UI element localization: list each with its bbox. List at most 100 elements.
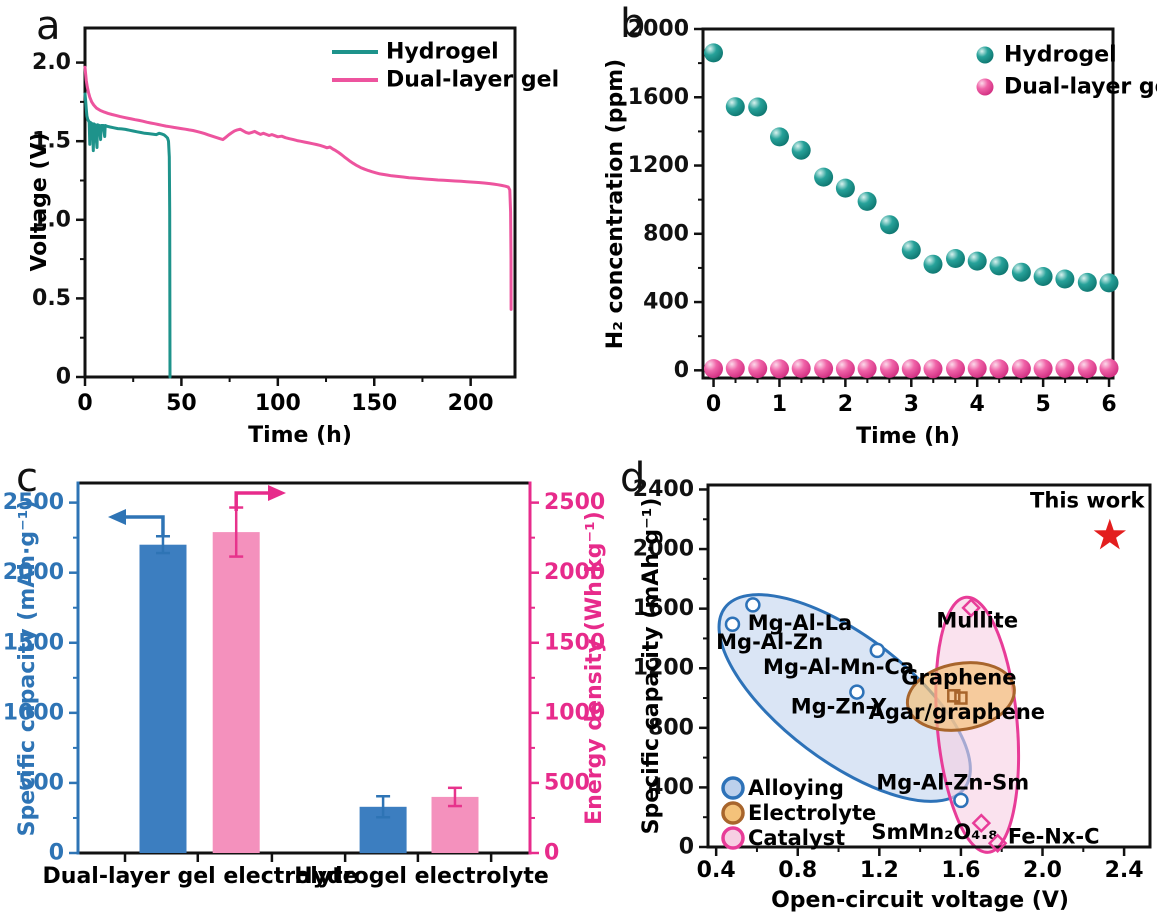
data-point	[814, 167, 834, 187]
legend-marker-electrolyte	[721, 801, 745, 825]
x-axis-label: Time (h)	[248, 423, 352, 448]
panel-d-chart: 0.4 0.8 1.2 1.6 2.0 2.4 0 400 800 1200 1600 2000 240…	[633, 477, 1152, 913]
data-point	[1033, 267, 1053, 286]
data-point-circle	[745, 597, 761, 613]
x-tick-label: 5	[1035, 392, 1050, 417]
y-tick-label: 2000	[633, 537, 694, 562]
category-label: Dual-layer gel electrolyte	[43, 864, 358, 889]
data-point	[791, 358, 811, 378]
data-point	[704, 43, 723, 63]
legend-label: Alloying	[748, 776, 844, 800]
point-label: Mg-Al-Zn-Sm	[876, 771, 1029, 795]
x-tick-label: 6	[1101, 392, 1116, 417]
data-point-square	[954, 691, 968, 705]
y-tick-label: 1.5	[32, 129, 71, 154]
legend-label: Dual-layer gel	[386, 68, 559, 93]
point-label: SmMn₂O₄.₈	[871, 820, 997, 844]
panel-b-chart: 0 1 2 3 4 5 6 0 400 800 1200 1600 2000 Hydrogel Dual-l…	[603, 17, 1157, 450]
data-point-circle	[724, 616, 741, 633]
legend-marker-alloying	[721, 776, 745, 800]
x-tick-label: 1.2	[860, 858, 899, 883]
data-point	[880, 358, 899, 378]
point-label: Mg-Al-Zn	[716, 630, 823, 654]
category-label: Hydrogel electrolyte	[294, 864, 549, 889]
x-tick-label: 150	[351, 391, 397, 416]
y-tick-label: 400	[643, 290, 689, 315]
data-point-diamond	[971, 813, 992, 833]
data-point	[725, 358, 745, 378]
y-tick-label: 500	[18, 770, 64, 795]
data-point-diamond	[961, 598, 981, 618]
right-axis-arrow	[234, 491, 268, 511]
data-point	[923, 359, 943, 379]
y-tick-label: 0	[544, 841, 559, 866]
y-axis-label: Voltage (V)	[30, 132, 52, 271]
y-tick-label: 1000	[544, 700, 605, 725]
data-point	[901, 240, 921, 260]
data-point	[946, 359, 965, 379]
y-tick-label: 2500	[544, 490, 605, 515]
right-axis-arrowhead	[268, 485, 286, 501]
x-tick-label: 100	[255, 391, 301, 416]
data-point	[880, 215, 899, 235]
y-tick-label: 2400	[633, 477, 694, 502]
data-point	[1099, 273, 1119, 293]
data-point	[1011, 262, 1031, 282]
series-hydrogel	[83, 92, 172, 379]
data-point-diamond	[987, 833, 1008, 854]
x-tick-label: 2.4	[1105, 858, 1144, 883]
legend-marker	[976, 46, 994, 64]
x-tick-label: 1.6	[941, 858, 980, 883]
y-tick-label: 1500	[544, 630, 605, 655]
data-point	[989, 359, 1009, 379]
data-point	[857, 359, 877, 379]
data-point	[770, 359, 789, 379]
left-axis-label: Specific capacity (mAh·g⁻¹)	[15, 500, 40, 837]
data-point	[748, 359, 768, 379]
x-axis-label: Open-circuit voltage (V)	[771, 888, 1069, 913]
data-point	[989, 256, 1009, 276]
error-bar	[155, 535, 170, 555]
data-point	[1055, 358, 1075, 378]
data-point	[967, 358, 987, 378]
legend-label: Catalyst	[748, 826, 845, 850]
series-dual-layer-gel	[704, 358, 1119, 379]
data-point	[704, 359, 723, 379]
data-point	[901, 359, 921, 379]
data-point	[857, 191, 877, 211]
y-tick-label: 0	[674, 358, 689, 383]
y-tick-label: 2.0	[32, 50, 71, 75]
y-tick-label: 1500	[3, 630, 64, 655]
left-axis-arrowhead	[108, 509, 126, 525]
point-label: Mg-Zn-Y	[791, 695, 887, 719]
legend-label: Dual-layer gel	[1004, 75, 1157, 100]
data-point	[1033, 359, 1053, 379]
data-point	[946, 249, 965, 268]
group-ellipse-electrolyte	[905, 661, 1016, 732]
panel-c-chart: 0 500 1000 1500 2000 2500 0 500 1000 1500 2000 2500…	[3, 481, 607, 889]
y-tick-label: 2000	[628, 17, 689, 42]
data-point	[1077, 359, 1097, 379]
data-point	[1077, 272, 1097, 292]
panel-letter-b: b	[620, 1, 646, 47]
data-point	[1011, 359, 1031, 379]
data-point	[814, 359, 834, 379]
data-point	[791, 140, 811, 160]
legend-label: Electrolyte	[748, 801, 876, 825]
x-axis-label: Time (h)	[856, 424, 960, 449]
y-tick-label: 0.5	[32, 286, 71, 311]
series-hydrogel	[704, 43, 1119, 293]
bar-energy-density	[212, 532, 260, 853]
data-point	[725, 97, 745, 117]
left-axis-arrow	[126, 515, 165, 536]
data-point	[835, 178, 855, 198]
point-label: This work	[1030, 488, 1145, 512]
panel-letter-d: d	[620, 455, 646, 501]
panel-a-chart: 0 50 100 150 200 0 0.5 1.0 1.5 2.0 Hydrogel Dual-la…	[30, 26, 559, 448]
data-point	[770, 127, 789, 147]
data-point	[967, 251, 987, 271]
right-axis-label: Energy density (Wh·kg⁻¹)	[582, 511, 607, 825]
data-point	[1055, 269, 1075, 289]
y-tick-label: 1.0	[32, 207, 71, 232]
x-tick-label: 0.4	[697, 858, 736, 883]
